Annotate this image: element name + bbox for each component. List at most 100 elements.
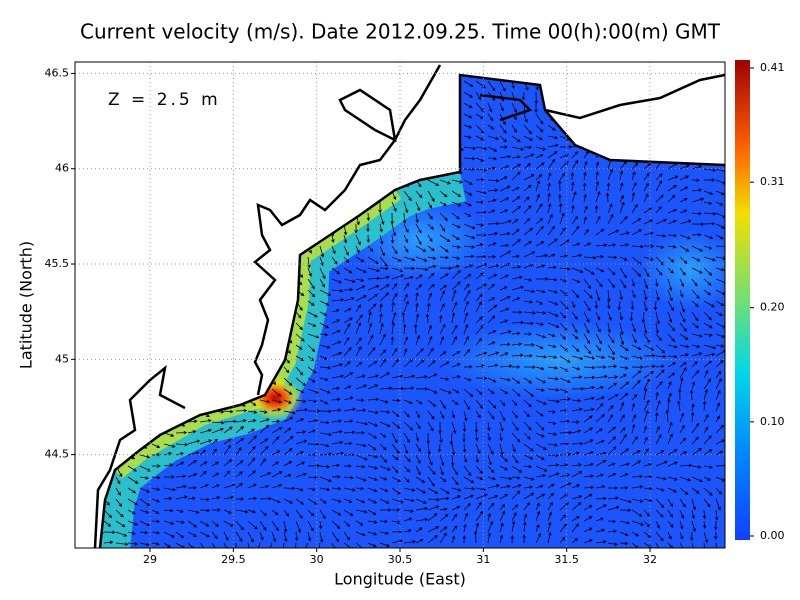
arrow — [595, 215, 601, 225]
arrow — [302, 542, 309, 548]
arrow — [415, 256, 428, 262]
arrow — [703, 369, 709, 379]
arrow — [595, 243, 608, 247]
arrow — [367, 374, 380, 379]
arrow — [355, 430, 366, 435]
arrow — [415, 334, 421, 346]
arrow — [403, 336, 409, 346]
arrow — [415, 476, 426, 483]
arrow — [679, 267, 686, 276]
arrow — [523, 513, 528, 522]
arrow — [343, 498, 353, 503]
arrow — [475, 223, 485, 227]
arrow — [487, 283, 495, 291]
arrow — [463, 254, 475, 259]
arrow — [607, 529, 618, 533]
arrow — [583, 216, 587, 225]
arrow — [607, 168, 614, 181]
arrow — [619, 392, 629, 401]
arrow — [343, 475, 354, 480]
arrow — [703, 378, 712, 390]
arrow — [439, 377, 450, 381]
arrow — [355, 234, 361, 246]
arrow — [679, 520, 684, 530]
arrow — [163, 542, 171, 548]
arrow — [691, 520, 697, 533]
arrow — [703, 487, 713, 496]
arrow — [559, 388, 569, 393]
arrow — [655, 267, 663, 276]
arrow — [523, 377, 533, 384]
x-tick-label: 32 — [643, 553, 657, 566]
arrow — [487, 421, 491, 432]
arrow — [643, 300, 648, 312]
grid — [75, 62, 725, 548]
arrow — [235, 497, 245, 501]
arrow — [475, 190, 487, 195]
arrow — [535, 113, 544, 125]
arrow — [547, 410, 556, 414]
arrow — [487, 188, 499, 192]
arrow — [571, 538, 579, 544]
arrow — [367, 509, 377, 516]
arrow — [151, 487, 161, 491]
arrow — [571, 181, 575, 192]
arrow — [547, 135, 559, 140]
arrow — [295, 377, 306, 386]
arrow — [391, 421, 401, 429]
arrow — [643, 353, 656, 358]
arrow — [427, 513, 438, 522]
arrow — [259, 484, 270, 489]
arrow — [283, 520, 288, 533]
arrow — [559, 514, 567, 522]
arrow — [511, 171, 521, 181]
arrow — [427, 497, 441, 502]
arrow — [703, 178, 716, 182]
arrow — [511, 432, 521, 443]
arrow — [319, 420, 330, 425]
arrow — [427, 292, 433, 302]
arrow — [367, 454, 379, 459]
arrow — [151, 443, 161, 449]
arrow — [559, 523, 567, 533]
arrow — [667, 398, 671, 412]
arrow — [691, 178, 700, 182]
arrow — [631, 203, 638, 214]
arrow — [295, 408, 309, 412]
arrow — [583, 462, 595, 467]
arrow — [487, 209, 496, 214]
arrow — [691, 188, 703, 192]
arrow — [607, 542, 618, 546]
arrow — [474, 421, 479, 434]
arrow — [451, 513, 458, 522]
arrow — [583, 485, 595, 490]
arrow — [619, 170, 624, 181]
arrow — [283, 448, 293, 456]
arrow — [355, 443, 367, 448]
arrow — [379, 234, 384, 245]
arrow — [403, 476, 410, 483]
arrow — [427, 264, 437, 269]
arrow — [331, 486, 342, 491]
arrow — [691, 509, 696, 520]
arrow — [511, 476, 521, 480]
arrow — [439, 336, 445, 346]
arrow — [379, 386, 393, 390]
arrow — [259, 531, 264, 541]
arrow — [403, 201, 409, 214]
arrow — [439, 526, 448, 533]
arrow — [595, 473, 604, 478]
arrow — [283, 416, 294, 423]
arrow — [355, 285, 366, 291]
arrow — [667, 311, 673, 323]
arrow — [475, 210, 487, 214]
arrow — [655, 311, 660, 325]
arrow — [475, 301, 482, 313]
colorbar-tick-label: 0.10 — [760, 415, 785, 428]
arrow — [151, 475, 161, 480]
arrow — [319, 300, 330, 306]
arrow — [715, 311, 723, 317]
arrow — [523, 421, 532, 431]
arrow — [607, 344, 615, 356]
arrow — [559, 377, 571, 384]
